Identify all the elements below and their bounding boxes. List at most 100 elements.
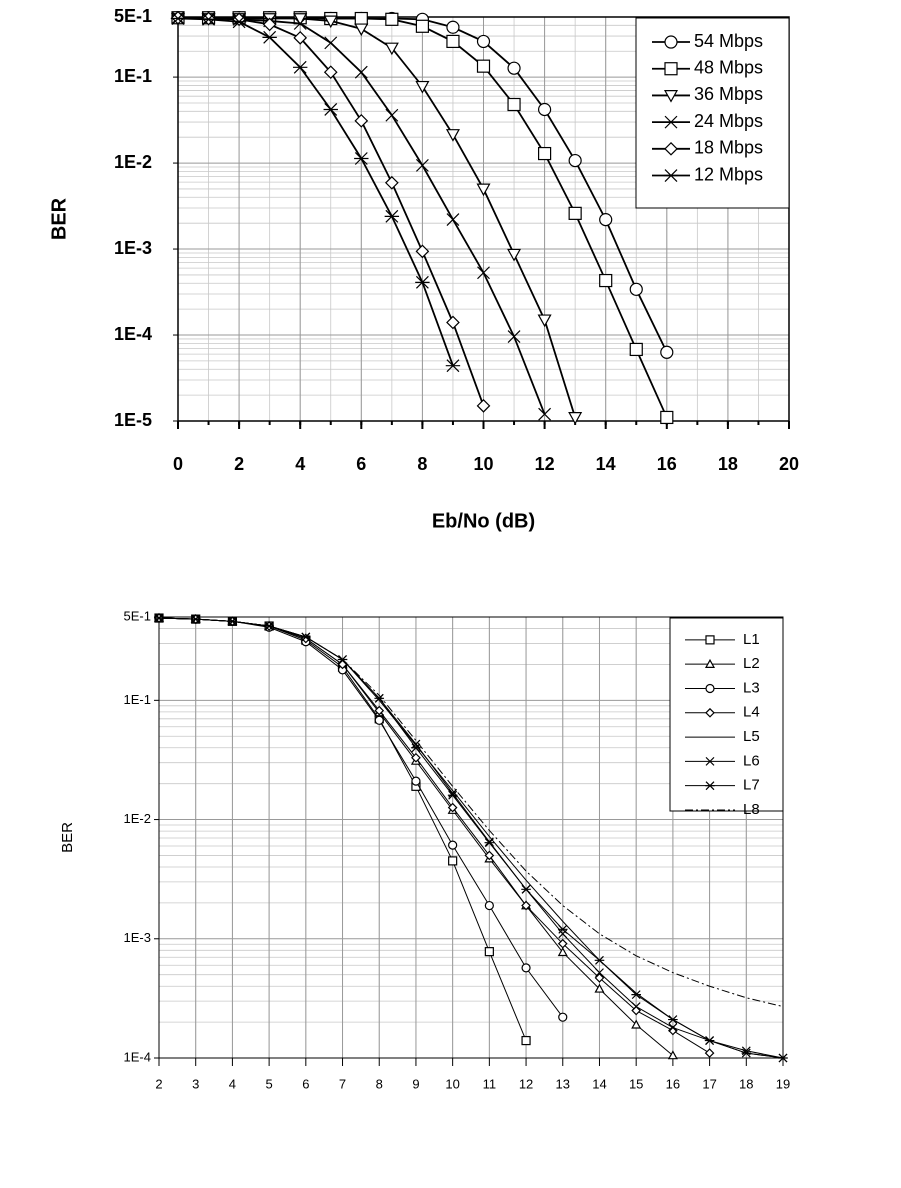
marker bbox=[741, 1048, 752, 1058]
marker bbox=[411, 776, 421, 786]
legend-label: L4 bbox=[743, 704, 760, 721]
marker bbox=[507, 97, 521, 112]
marker bbox=[323, 103, 338, 116]
marker bbox=[323, 65, 338, 80]
series-line bbox=[158, 617, 784, 1059]
marker bbox=[537, 102, 552, 117]
series-line bbox=[158, 617, 784, 1008]
x-tick-label: 5 bbox=[266, 1076, 273, 1091]
marker bbox=[629, 342, 643, 357]
marker bbox=[446, 34, 460, 49]
legend-label: L3 bbox=[743, 679, 760, 696]
marker bbox=[445, 359, 461, 373]
marker bbox=[704, 1036, 715, 1046]
series-line bbox=[158, 617, 710, 1054]
x-axis-label: Eb/No (dB) bbox=[432, 510, 535, 532]
marker bbox=[568, 206, 582, 220]
marker bbox=[411, 739, 421, 749]
y-axis-label: BER bbox=[59, 822, 76, 853]
marker bbox=[521, 884, 531, 894]
x-tick-label: 14 bbox=[596, 454, 616, 474]
marker bbox=[354, 65, 368, 79]
marker bbox=[667, 1050, 678, 1060]
marker bbox=[448, 840, 458, 850]
marker bbox=[705, 707, 715, 718]
y-tick-label: 5E-1 bbox=[124, 608, 151, 623]
y-tick-label: 1E-5 bbox=[114, 410, 152, 430]
marker bbox=[170, 12, 186, 25]
y-tick-label: 1E-2 bbox=[114, 152, 152, 172]
y-tick-label: 1E-4 bbox=[114, 324, 152, 344]
marker bbox=[521, 900, 531, 911]
marker bbox=[631, 1002, 641, 1011]
series-line bbox=[178, 17, 577, 418]
marker bbox=[521, 963, 531, 973]
marker bbox=[558, 1012, 568, 1022]
marker bbox=[385, 175, 399, 190]
series-line bbox=[177, 17, 454, 366]
marker bbox=[374, 705, 385, 716]
legend-label: L1 bbox=[743, 631, 760, 648]
marker bbox=[385, 12, 399, 26]
marker bbox=[446, 213, 460, 227]
x-tick-label: 11 bbox=[483, 1076, 497, 1091]
marker bbox=[447, 790, 458, 800]
x-tick-label: 7 bbox=[339, 1076, 346, 1091]
marker bbox=[599, 213, 613, 227]
legend-label: L7 bbox=[743, 777, 760, 794]
marker bbox=[595, 968, 604, 978]
legend-label: 24 Mbps bbox=[694, 111, 763, 131]
marker bbox=[484, 850, 495, 861]
marker bbox=[374, 715, 384, 725]
marker bbox=[354, 11, 368, 26]
x-tick-label: 6 bbox=[302, 1076, 309, 1091]
y-tick-label: 1E-2 bbox=[124, 811, 151, 826]
marker bbox=[663, 169, 679, 182]
marker bbox=[568, 153, 582, 168]
marker bbox=[476, 59, 491, 73]
marker bbox=[660, 410, 674, 425]
x-tick-label: 3 bbox=[192, 1076, 199, 1091]
marker bbox=[484, 947, 494, 957]
marker bbox=[663, 90, 679, 103]
marker bbox=[446, 20, 460, 34]
marker bbox=[705, 756, 715, 766]
legend-label: L5 bbox=[743, 728, 760, 745]
marker bbox=[484, 838, 495, 848]
legend-label: 12 Mbps bbox=[694, 164, 763, 184]
marker bbox=[384, 42, 399, 56]
legend-label: 54 Mbps bbox=[694, 31, 763, 51]
marker bbox=[354, 152, 369, 165]
x-tick-label: 9 bbox=[412, 1076, 419, 1091]
marker bbox=[557, 924, 568, 934]
marker bbox=[447, 802, 458, 813]
y-tick-label: 1E-3 bbox=[114, 238, 152, 258]
x-tick-label: 12 bbox=[519, 1076, 533, 1091]
x-tick-label: 2 bbox=[234, 454, 244, 474]
marker bbox=[537, 146, 552, 161]
marker bbox=[374, 693, 385, 703]
marker bbox=[631, 990, 641, 1000]
legend-label: L8 bbox=[743, 801, 760, 818]
marker bbox=[476, 34, 491, 49]
x-tick-label: 14 bbox=[592, 1076, 606, 1091]
marker bbox=[476, 183, 491, 197]
marker bbox=[631, 1019, 642, 1029]
marker bbox=[293, 13, 308, 26]
x-tick-label: 18 bbox=[739, 1076, 753, 1091]
marker bbox=[705, 635, 715, 645]
legend-label: L6 bbox=[743, 752, 760, 769]
marker bbox=[538, 407, 552, 421]
marker bbox=[415, 275, 430, 289]
x-tick-label: 18 bbox=[718, 454, 738, 474]
marker bbox=[704, 1048, 715, 1058]
marker bbox=[557, 947, 568, 957]
x-tick-label: 4 bbox=[295, 454, 305, 474]
marker bbox=[594, 973, 605, 983]
marker bbox=[415, 158, 429, 172]
y-tick-label: 1E-1 bbox=[114, 66, 152, 86]
marker bbox=[448, 788, 458, 798]
marker bbox=[557, 938, 568, 949]
marker bbox=[664, 62, 678, 76]
